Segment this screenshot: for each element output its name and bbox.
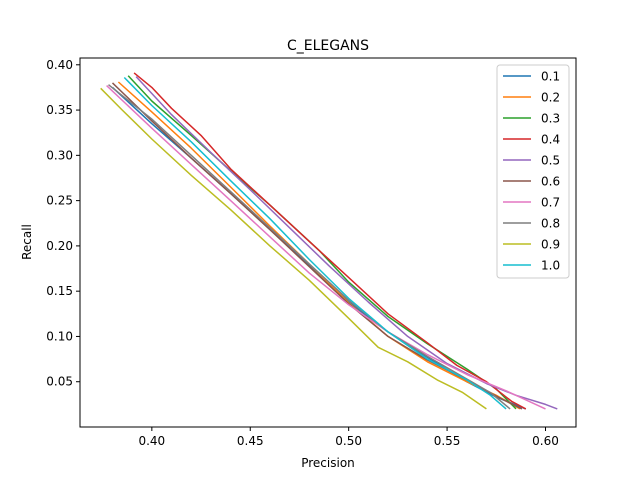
plot-frame [79, 57, 577, 428]
series-line-0.4 [133, 72, 527, 410]
legend-label: 0.7 [541, 196, 560, 210]
y-tick-label: 0.40 [46, 58, 73, 72]
legend-label: 0.1 [541, 70, 560, 84]
y-tick-label: 0.05 [46, 375, 73, 389]
y-tick-label: 0.35 [46, 103, 73, 117]
legend-label: 0.4 [541, 133, 560, 147]
legend-label: 0.8 [541, 217, 560, 231]
x-tick-label: 0.40 [138, 434, 165, 448]
x-tick-label: 0.45 [237, 434, 264, 448]
legend-label: 0.2 [541, 91, 560, 105]
series-line-0.9 [100, 87, 487, 410]
y-tick-label: 0.10 [46, 329, 73, 343]
y-axis: 0.05 0.10 0.15 0.20 0.25 0.30 0.35 0.40 [46, 58, 80, 389]
x-tick-label: 0.60 [532, 434, 559, 448]
chart-title: C_ELEGANS [287, 38, 369, 54]
legend-items: 0.1 0.2 0.3 0.4 0.5 0.6 0.7 0.8 0.9 1.0 [503, 70, 560, 273]
plot-lines [100, 72, 558, 410]
series-line-0.8 [108, 84, 511, 410]
legend: 0.1 0.2 0.3 0.4 0.5 0.6 0.7 0.8 0.9 1.0 [496, 64, 570, 279]
series-line-0.7 [106, 85, 546, 410]
series-line-1.0 [123, 76, 507, 410]
legend-label: 0.5 [541, 154, 560, 168]
x-tick-label: 0.55 [434, 434, 461, 448]
y-tick-label: 0.15 [46, 284, 73, 298]
y-axis-label: Recall [20, 224, 34, 260]
x-axis: 0.40 0.45 0.50 0.55 0.60 [138, 427, 559, 448]
y-tick-label: 0.20 [46, 239, 73, 253]
x-axis-label: Precision [301, 456, 355, 470]
legend-label: 0.3 [541, 112, 560, 126]
y-tick-label: 0.25 [46, 194, 73, 208]
x-tick-label: 0.50 [335, 434, 362, 448]
legend-label: 0.9 [541, 238, 560, 252]
legend-label: 1.0 [541, 259, 560, 273]
y-tick-label: 0.30 [46, 148, 73, 162]
legend-label: 0.6 [541, 175, 560, 189]
